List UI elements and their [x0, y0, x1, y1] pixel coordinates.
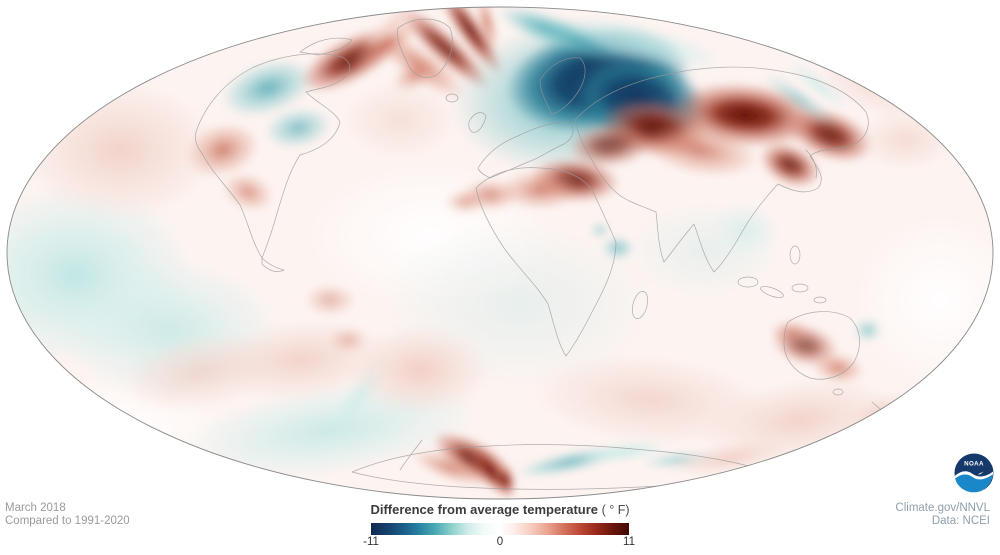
colorbar-legend: Difference from average temperature ( ° … — [300, 502, 700, 550]
credit-data: Data: NCEI — [931, 515, 990, 527]
tick-min: -11 — [363, 536, 379, 548]
globe-outline — [6, 6, 994, 500]
colorbar-ticks: -11 0 11 — [363, 536, 635, 550]
credit-source: Climate.gov/NNVL — [895, 502, 990, 514]
noaa-logo: NOAA — [954, 453, 994, 493]
anomaly-field — [7, 7, 993, 499]
tick-zero: 0 — [496, 536, 504, 548]
colorbar-unit: ( ° F) — [601, 503, 630, 517]
caption-period: March 2018 — [5, 502, 66, 514]
caption-baseline: Compared to 1991-2020 — [5, 515, 130, 527]
tick-max: 11 — [623, 536, 635, 548]
credits: Climate.gov/NNVL Data: NCEI — [895, 502, 990, 528]
noaa-logo-text: NOAA — [964, 461, 984, 468]
colorbar-gradient — [371, 523, 629, 535]
map-caption: March 2018 Compared to 1991-2020 — [5, 502, 130, 528]
colorbar-title: Difference from average temperature ( ° … — [300, 502, 700, 517]
colorbar-title-text: Difference from average temperature — [370, 502, 599, 517]
world-temperature-anomaly-map — [6, 6, 994, 500]
